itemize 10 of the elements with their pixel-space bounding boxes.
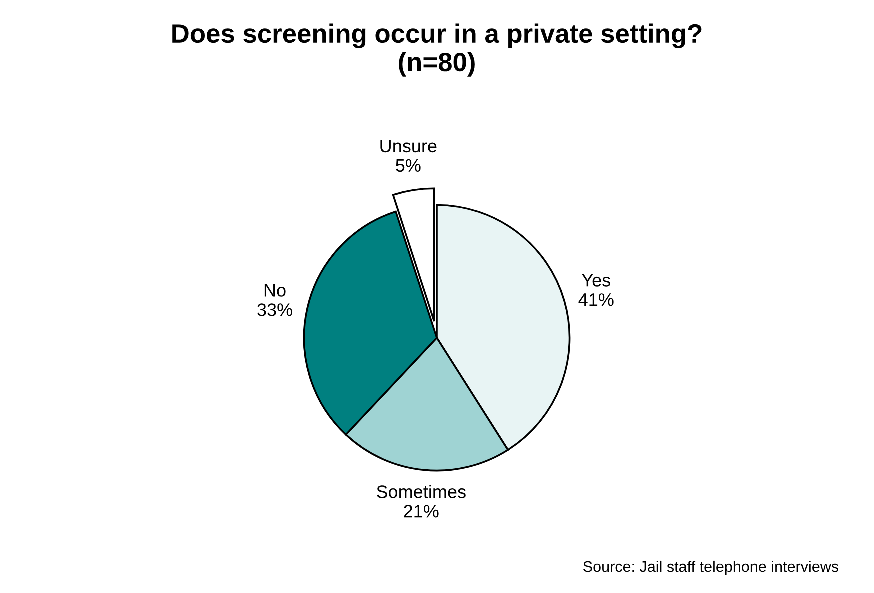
slice-label: No	[264, 284, 286, 297]
chart-title: Does screening occur in a private setting? (n=80)	[172, 24, 702, 77]
slice-label: Yes	[582, 274, 610, 287]
source-note: Source: Jail staff telephone interviews	[584, 560, 839, 576]
slice-label: Unsure	[380, 140, 437, 153]
slice-label: Sometimes	[377, 485, 466, 498]
data-label: 21%	[404, 505, 439, 518]
data-label: 5%	[396, 159, 421, 172]
data-label: 41%	[578, 294, 614, 306]
data-label: 33%	[258, 304, 292, 316]
